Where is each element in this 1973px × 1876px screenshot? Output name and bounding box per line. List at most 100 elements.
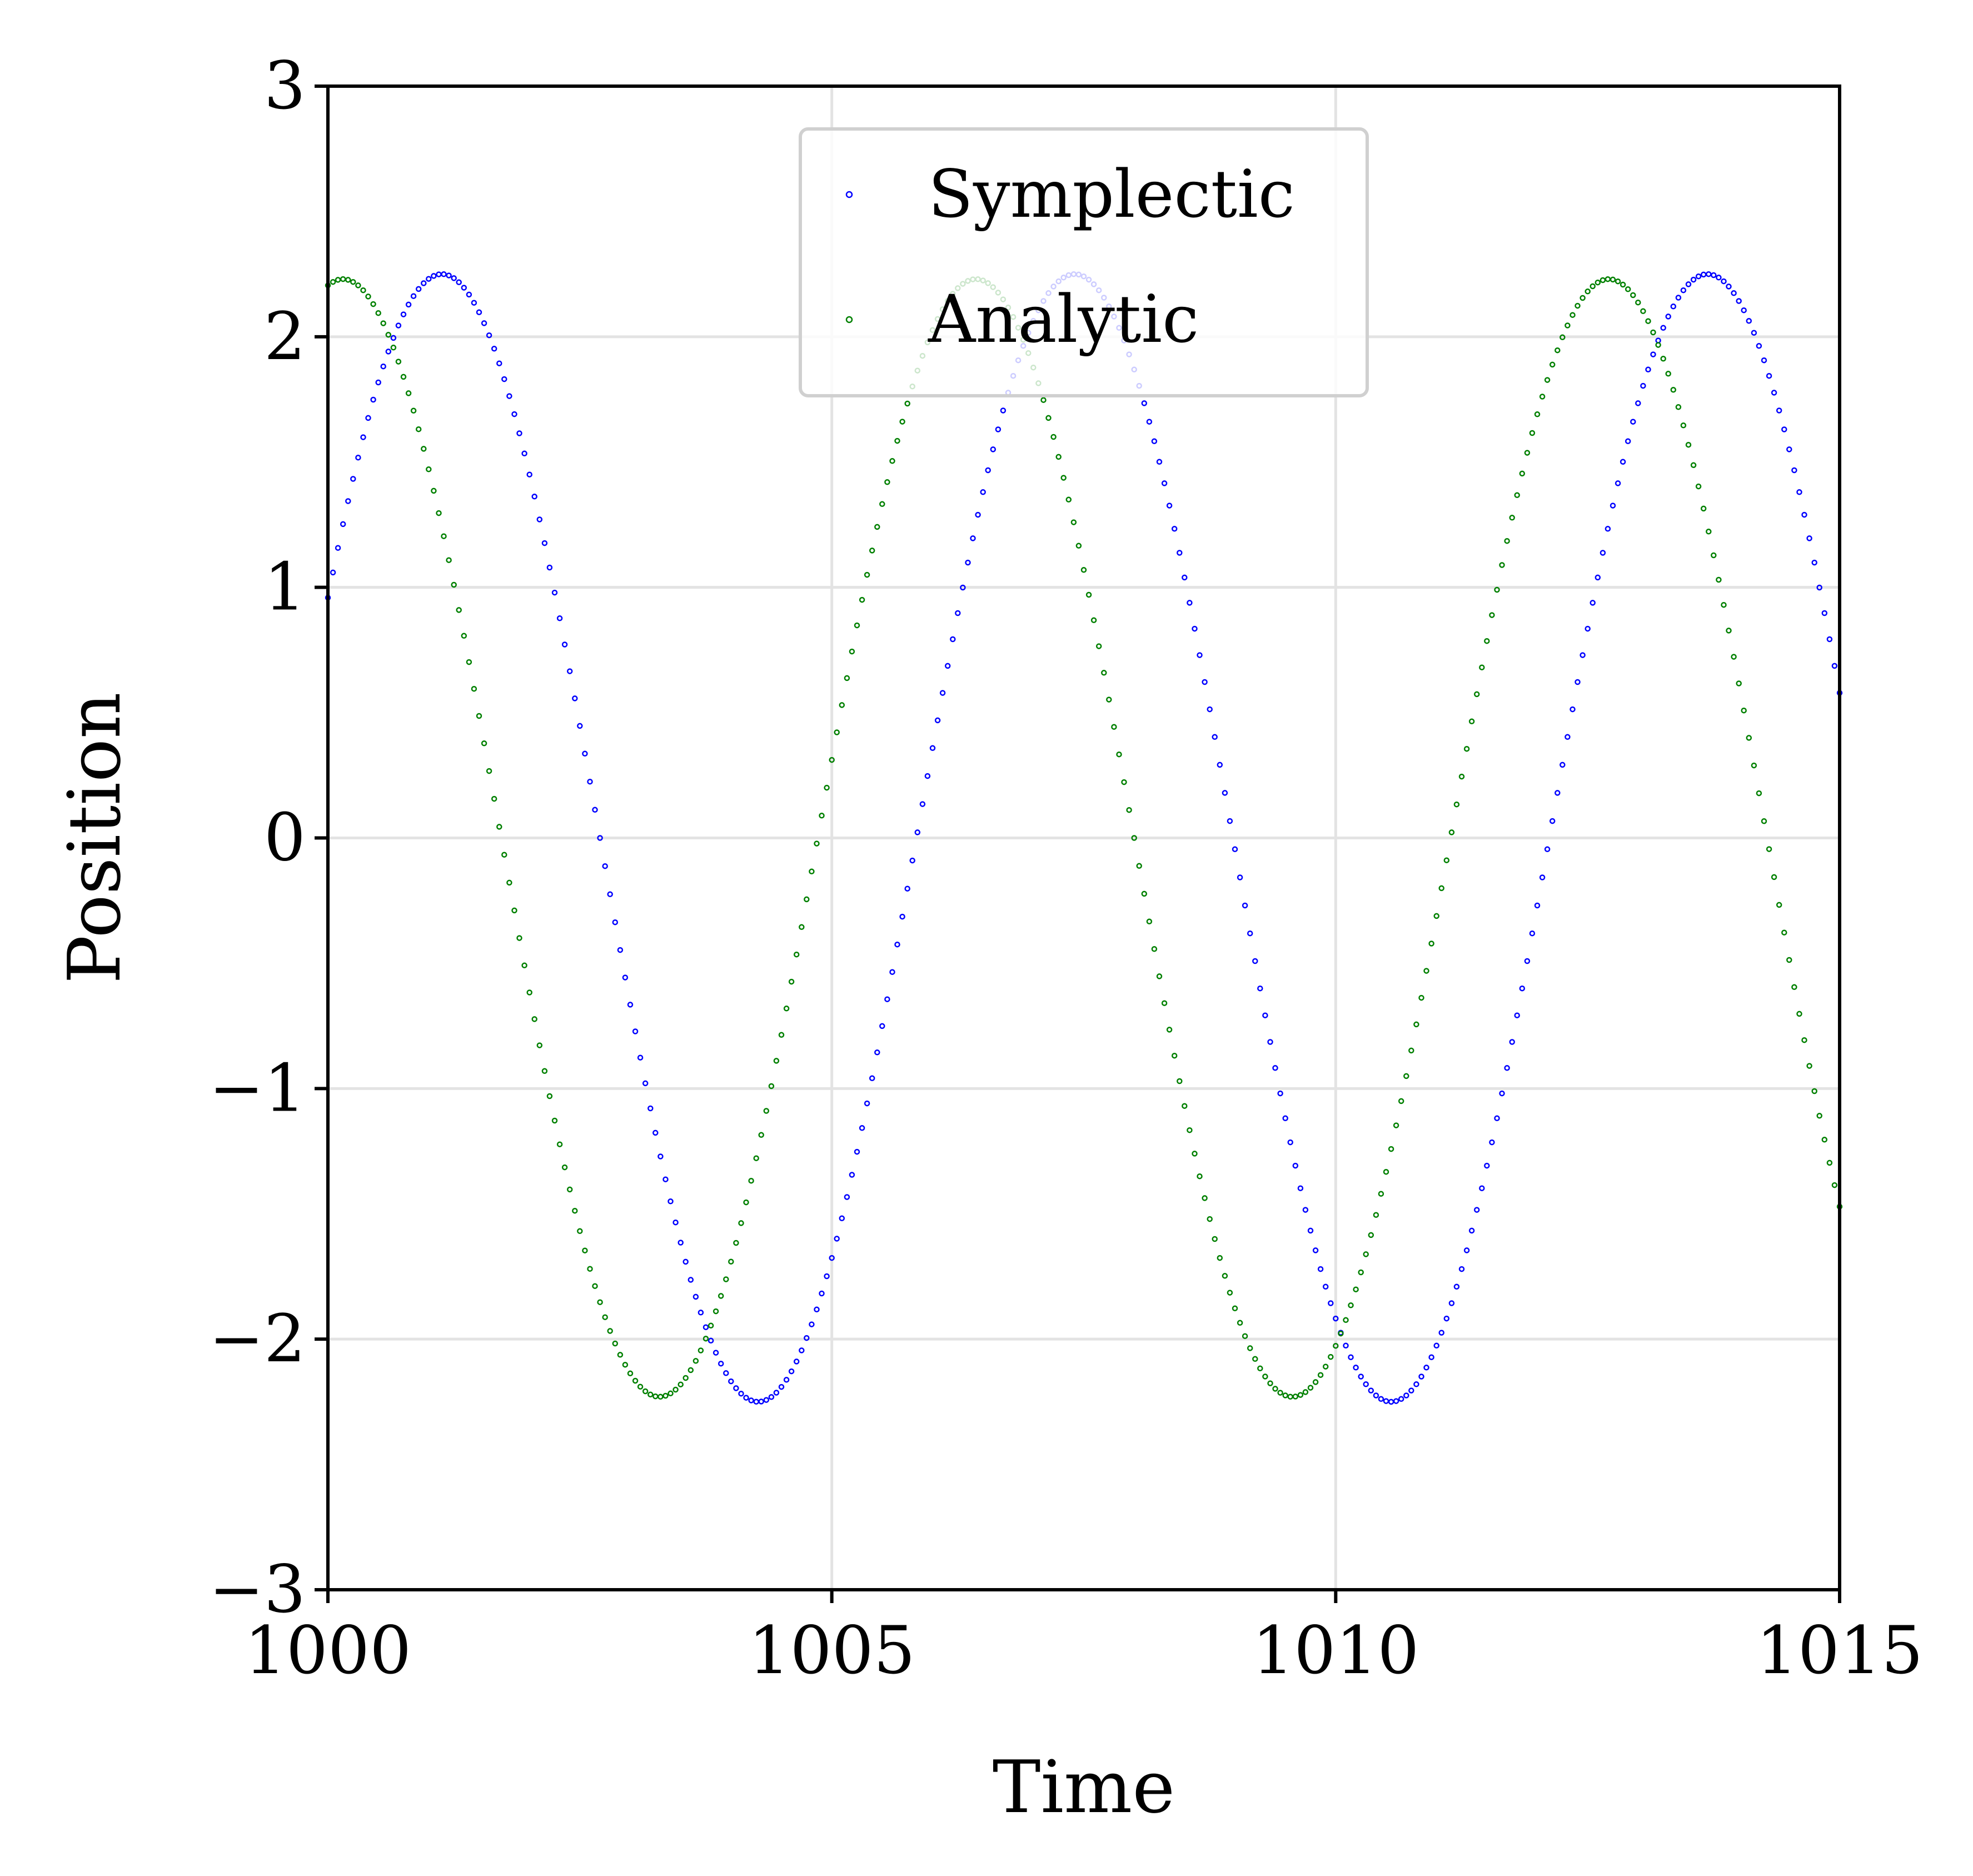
data-point xyxy=(1121,779,1127,785)
data-point xyxy=(1428,1354,1434,1360)
data-point xyxy=(904,400,910,407)
data-point xyxy=(390,335,397,341)
data-point xyxy=(1821,610,1828,616)
data-point xyxy=(456,607,462,613)
data-point xyxy=(496,360,502,366)
data-point xyxy=(1177,1078,1183,1084)
data-point xyxy=(340,276,346,282)
data-point xyxy=(1106,696,1112,703)
data-point xyxy=(1277,1090,1283,1097)
data-point xyxy=(627,1370,634,1377)
data-point xyxy=(1585,288,1591,295)
data-point xyxy=(814,840,820,847)
data-point xyxy=(1247,930,1253,937)
data-point xyxy=(1403,1073,1409,1079)
data-point xyxy=(1781,929,1787,935)
data-point xyxy=(1645,318,1651,324)
data-point xyxy=(1721,601,1727,608)
data-point xyxy=(829,757,835,763)
data-point xyxy=(612,919,619,925)
data-point xyxy=(914,829,921,835)
data-point xyxy=(415,286,422,292)
data-point xyxy=(1580,295,1586,301)
data-point xyxy=(773,1390,780,1396)
data-point xyxy=(501,852,507,858)
data-point xyxy=(1811,1088,1817,1094)
data-point xyxy=(1232,846,1238,853)
data-point xyxy=(1458,1266,1465,1272)
y-tick-label: −3 xyxy=(209,1551,306,1628)
data-point xyxy=(1358,1374,1364,1380)
data-point xyxy=(1060,475,1067,481)
data-point xyxy=(1317,1372,1324,1378)
data-point xyxy=(516,935,522,941)
data-point xyxy=(814,1306,820,1313)
data-point xyxy=(1473,691,1480,698)
data-point xyxy=(1620,459,1626,465)
data-point xyxy=(1600,277,1606,283)
data-point xyxy=(335,277,341,283)
data-point xyxy=(1620,281,1626,288)
data-point xyxy=(1408,1387,1414,1394)
series-symplectic xyxy=(325,271,1843,1405)
data-point xyxy=(1116,751,1122,758)
data-point xyxy=(723,1276,729,1282)
data-point xyxy=(1171,526,1178,532)
data-point xyxy=(995,426,1002,432)
data-point xyxy=(793,1359,800,1365)
data-point xyxy=(1716,576,1722,583)
data-point xyxy=(854,622,860,629)
data-point xyxy=(592,807,598,813)
data-point xyxy=(1560,334,1566,341)
data-point xyxy=(1504,1065,1510,1071)
data-point xyxy=(1197,1173,1203,1180)
data-point xyxy=(1595,574,1601,581)
data-point xyxy=(1570,706,1576,713)
data-point xyxy=(1413,1021,1419,1028)
data-point xyxy=(1821,1137,1828,1143)
data-point xyxy=(395,359,402,365)
data-point xyxy=(804,1335,810,1341)
data-point xyxy=(1560,762,1566,768)
data-point xyxy=(1675,295,1682,301)
data-point xyxy=(864,1100,870,1107)
data-point xyxy=(536,516,543,523)
data-point xyxy=(335,545,341,551)
data-point xyxy=(1202,679,1208,685)
data-point xyxy=(1187,1127,1193,1133)
data-point xyxy=(1393,1398,1399,1404)
data-point xyxy=(471,300,477,306)
data-point xyxy=(1690,462,1697,469)
data-point xyxy=(446,557,452,563)
data-point xyxy=(602,863,608,869)
data-point xyxy=(461,633,467,639)
data-point xyxy=(738,1220,744,1226)
data-point xyxy=(531,1016,537,1022)
data-point xyxy=(1716,275,1722,281)
data-point xyxy=(1151,946,1158,952)
data-point xyxy=(1373,1212,1379,1218)
data-point xyxy=(849,1172,855,1178)
data-point xyxy=(697,1347,704,1353)
data-point xyxy=(1312,1247,1319,1253)
data-point xyxy=(1348,1354,1354,1360)
data-point xyxy=(1731,290,1737,296)
data-point xyxy=(511,411,517,417)
data-point xyxy=(400,374,407,380)
data-point xyxy=(1781,426,1787,432)
data-point xyxy=(718,1293,724,1299)
data-point xyxy=(1161,1000,1168,1006)
data-point xyxy=(1151,438,1158,445)
data-point xyxy=(365,415,371,421)
data-point xyxy=(466,291,472,298)
data-point xyxy=(1771,874,1777,880)
data-point xyxy=(1272,1386,1278,1392)
y-tick-label: 0 xyxy=(264,799,306,876)
data-point xyxy=(1222,790,1228,796)
data-point xyxy=(1736,298,1742,304)
data-point xyxy=(1202,1195,1208,1201)
data-point xyxy=(405,301,412,308)
data-point xyxy=(1761,357,1767,364)
data-point xyxy=(561,641,568,648)
data-point xyxy=(1353,1286,1359,1292)
